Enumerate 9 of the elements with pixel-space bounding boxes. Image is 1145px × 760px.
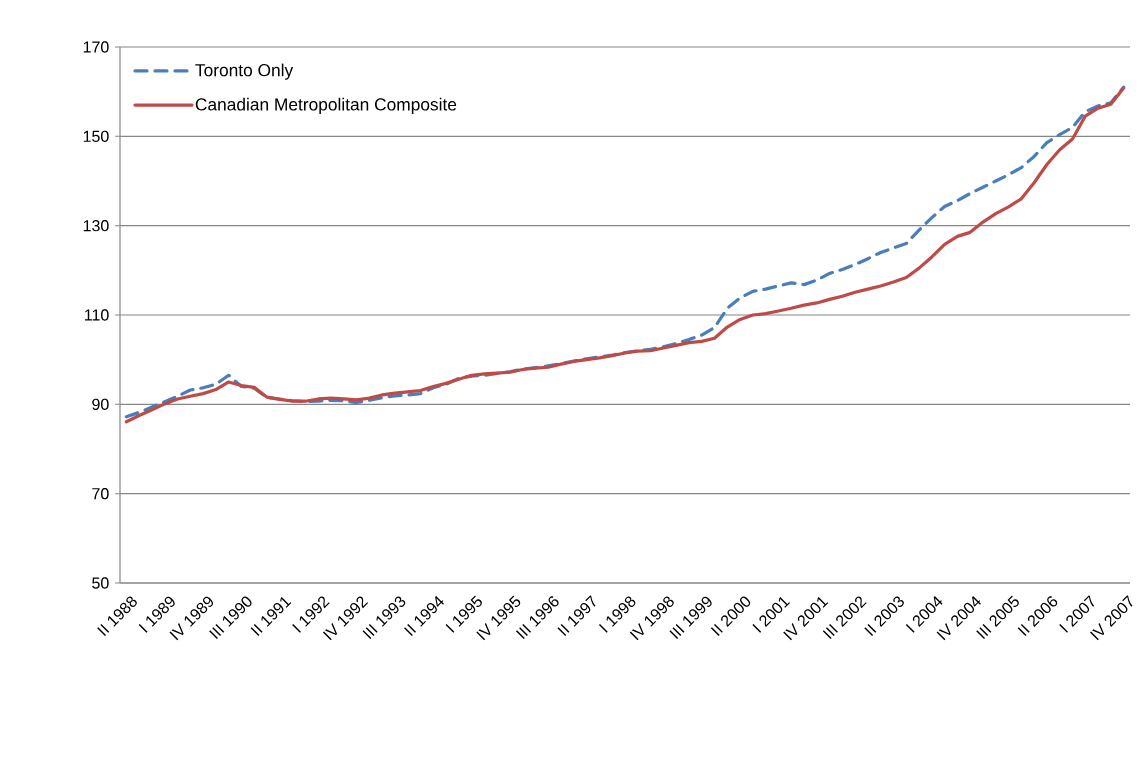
y-tick-label: 90 [92,398,109,410]
y-tick-label: 170 [83,41,109,53]
y-tick-label: 130 [83,220,109,232]
legend-label: Toronto Only [195,63,294,80]
y-tick-label: 110 [84,309,109,321]
legend-label: Canadian Metropolitan Composite [195,97,457,114]
y-tick-label: 150 [83,130,109,142]
y-tick-label: 50 [92,577,109,589]
y-tick-label: 70 [92,488,109,500]
